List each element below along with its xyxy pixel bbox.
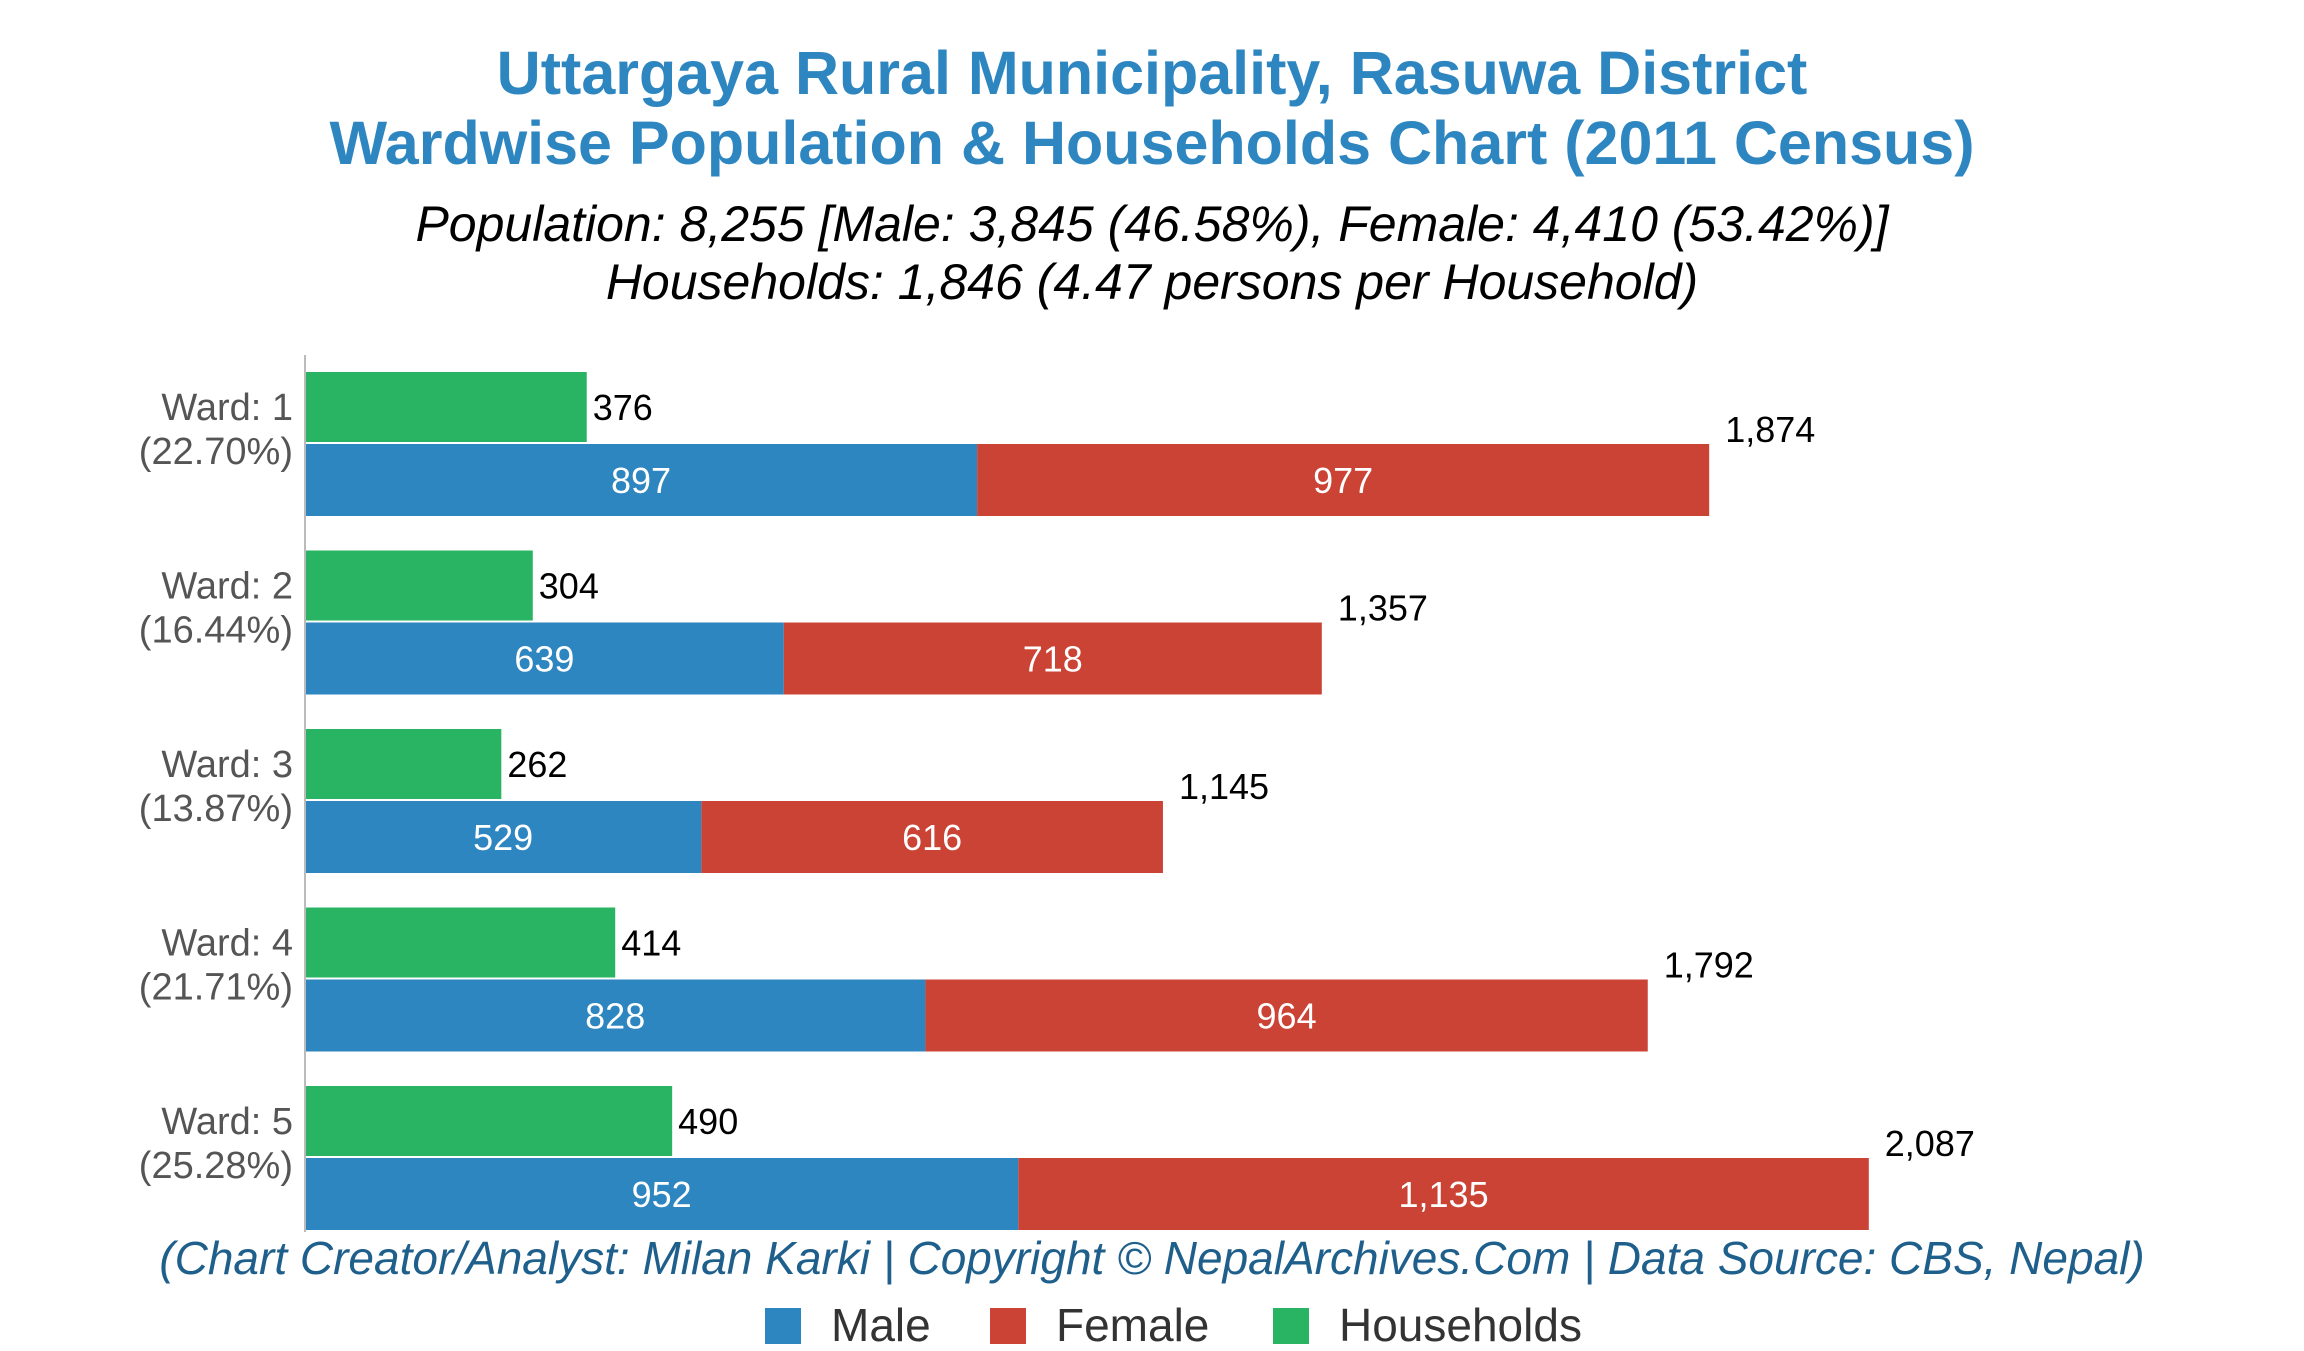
legend-label-male: Male bbox=[831, 1299, 931, 1351]
households-bar bbox=[305, 907, 616, 978]
female-value-label: 1,135 bbox=[1399, 1174, 1489, 1215]
ward-percent-label: (25.28%) bbox=[139, 1145, 293, 1187]
female-bar bbox=[925, 979, 1648, 1052]
chart-legend: Male Female Households bbox=[0, 1300, 2304, 1350]
households-bar bbox=[305, 550, 533, 621]
ward-percent-label: (13.87%) bbox=[139, 788, 293, 830]
male-value-label: 828 bbox=[585, 996, 645, 1037]
female-bar bbox=[977, 444, 1710, 516]
ward-label: Ward: 2 bbox=[161, 566, 293, 608]
ward-label: Ward: 4 bbox=[161, 923, 293, 965]
female-bar bbox=[701, 801, 1163, 873]
households-value-label: 262 bbox=[507, 744, 567, 785]
legend-swatch-male bbox=[765, 1308, 801, 1344]
female-value-label: 964 bbox=[1257, 996, 1317, 1037]
chart-footer: (Chart Creator/Analyst: Milan Karki | Co… bbox=[159, 1232, 2145, 1284]
ward-percent-label: (22.70%) bbox=[139, 431, 293, 473]
ward-label: Ward: 1 bbox=[161, 387, 293, 429]
ward-percent-label: (21.71%) bbox=[139, 967, 293, 1009]
male-bar bbox=[305, 801, 702, 873]
chart-subtitle-line2: Households: 1,846 (4.47 persons per Hous… bbox=[605, 254, 1699, 310]
total-value-label: 1,874 bbox=[1725, 409, 1815, 450]
households-value-label: 376 bbox=[593, 387, 653, 428]
households-value-label: 414 bbox=[621, 923, 681, 964]
ward-label: Ward: 5 bbox=[161, 1101, 293, 1143]
female-bar bbox=[1018, 1158, 1869, 1230]
legend-swatch-female bbox=[990, 1308, 1026, 1344]
households-bar bbox=[305, 1086, 673, 1156]
chart-title-line1: Uttargaya Rural Municipality, Rasuwa Dis… bbox=[496, 39, 1808, 107]
male-value-label: 952 bbox=[632, 1174, 692, 1215]
legend-label-female: Female bbox=[1056, 1299, 1210, 1351]
households-value-label: 490 bbox=[678, 1101, 738, 1142]
total-value-label: 1,792 bbox=[1664, 945, 1754, 986]
female-value-label: 718 bbox=[1023, 639, 1083, 680]
legend-label-households: Households bbox=[1339, 1299, 1582, 1351]
male-bar bbox=[305, 1158, 1019, 1230]
chart-title-line2: Wardwise Population & Households Chart (… bbox=[329, 109, 1975, 177]
female-value-label: 616 bbox=[902, 817, 962, 858]
households-bar bbox=[305, 729, 502, 799]
male-value-label: 529 bbox=[473, 817, 533, 858]
female-value-label: 977 bbox=[1313, 460, 1373, 501]
ward-label: Ward: 3 bbox=[161, 744, 293, 786]
households-value-label: 304 bbox=[539, 566, 599, 607]
male-bar bbox=[305, 979, 926, 1052]
legend-swatch-households bbox=[1273, 1308, 1309, 1344]
households-bar bbox=[305, 372, 587, 442]
male-bar bbox=[305, 444, 978, 516]
male-value-label: 639 bbox=[514, 639, 574, 680]
total-value-label: 2,087 bbox=[1885, 1123, 1975, 1164]
male-bar bbox=[305, 622, 784, 695]
chart-subtitle-line1: Population: 8,255 [Male: 3,845 (46.58%),… bbox=[415, 196, 1889, 252]
total-value-label: 1,145 bbox=[1179, 766, 1269, 807]
female-bar bbox=[783, 622, 1322, 695]
ward-percent-label: (16.44%) bbox=[139, 610, 293, 652]
male-value-label: 897 bbox=[611, 460, 671, 501]
total-value-label: 1,357 bbox=[1338, 588, 1428, 629]
